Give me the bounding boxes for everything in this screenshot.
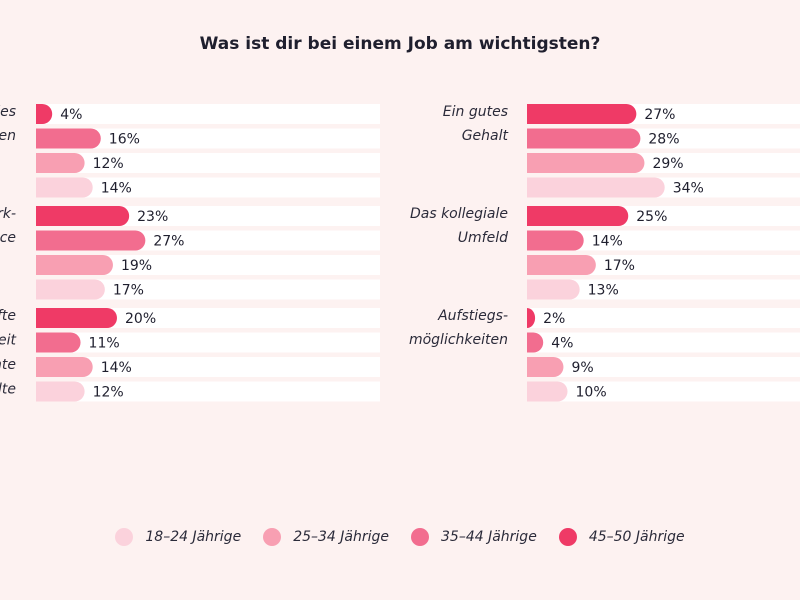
group-1-value-35-44: 16% — [109, 132, 140, 148]
group-1-bar-25-34 — [36, 153, 85, 173]
legend-swatch-25-34 — [263, 528, 282, 546]
group-5-bar-45-50 — [527, 206, 629, 226]
group-6-track-18-24 — [527, 381, 800, 402]
group-4-bar-35-44 — [527, 128, 641, 149]
group-2-value-25-34: 19% — [121, 258, 152, 274]
group-6-value-25-34: 9% — [571, 360, 593, 376]
group-2-value-45-50: 23% — [137, 209, 168, 225]
group-3-label-line-2: eit — [0, 333, 17, 349]
group-2-value-18-24: 17% — [113, 283, 144, 299]
group-3-track-25-34 — [36, 357, 380, 377]
group-5-value-18-24: 13% — [588, 283, 619, 299]
group-1-label-line-1: des — [0, 104, 16, 120]
chart-title: Was ist dir bei einem Job am wichtigsten… — [199, 34, 601, 54]
group-2-track-25-34 — [36, 255, 380, 275]
group-5-label-line-1: Das kollegiale — [410, 206, 508, 222]
group-3-value-35-44: 11% — [89, 336, 120, 352]
group-1-track-45-50 — [36, 104, 380, 124]
group-6-label-line-2: möglichkeiten — [409, 332, 508, 348]
group-3-bar-25-34 — [36, 357, 93, 377]
legend-swatch-35-44 — [411, 528, 429, 546]
group-5-bar-25-34 — [527, 255, 596, 275]
group-4-value-35-44: 28% — [648, 132, 679, 148]
group-2-value-35-44: 27% — [153, 234, 184, 250]
legend-swatch-18-24 — [115, 528, 134, 546]
group-6-bar-35-44 — [527, 332, 544, 353]
group-1-value-18-24: 14% — [101, 181, 132, 197]
group-5-value-25-34: 17% — [604, 258, 635, 274]
group-2-bar-45-50 — [36, 206, 130, 226]
group-1-bar-45-50 — [36, 104, 53, 124]
group-4-bar-45-50 — [527, 104, 637, 124]
group-6-bar-18-24 — [527, 381, 568, 402]
group-3-bar-18-24 — [36, 381, 85, 402]
group-6-label-line-1: Aufstiegs- — [437, 308, 508, 324]
group-1-track-18-24 — [36, 177, 380, 198]
group-1-track-25-34 — [36, 153, 380, 173]
group-1-bar-18-24 — [36, 177, 93, 198]
legend-item-45-50: 45–50 Jährige — [558, 528, 685, 546]
group-3-value-18-24: 12% — [93, 385, 124, 401]
group-3-value-45-50: 20% — [125, 311, 156, 327]
group-6-value-45-50: 2% — [543, 311, 565, 327]
group-4-bar-25-34 — [527, 153, 645, 173]
group-1-value-45-50: 4% — [60, 107, 82, 123]
group-3-bar-35-44 — [36, 332, 81, 353]
group-1-label-line-2: en — [0, 128, 16, 144]
group-3-bar-45-50 — [36, 308, 117, 328]
group-1-value-25-34: 12% — [93, 156, 124, 172]
group-3-value-25-34: 14% — [101, 360, 132, 376]
group-3-label-line-4: lte — [0, 382, 16, 398]
group-6-track-45-50 — [527, 308, 800, 328]
group-3-track-35-44 — [36, 332, 380, 353]
group-3-track-45-50 — [36, 308, 380, 328]
group-4-value-25-34: 29% — [652, 156, 683, 172]
legend-label-25-34: 25–34 Jährige — [293, 529, 389, 545]
group-5-track-35-44 — [527, 230, 800, 251]
group-6-value-18-24: 10% — [576, 385, 607, 401]
group-4-value-45-50: 27% — [644, 107, 675, 123]
group-4-value-18-24: 34% — [673, 181, 704, 197]
group-1-bar-35-44 — [36, 128, 101, 149]
bar-chart: desen4%16%12%14%rk-ce23%27%19%17%fteeitn… — [0, 104, 800, 402]
group-2-bar-35-44 — [36, 230, 146, 251]
group-2-bar-25-34 — [36, 255, 113, 275]
legend-item-35-44: 35–44 Jährige — [411, 528, 537, 546]
group-3-track-18-24 — [36, 381, 380, 402]
group-4-label-line-2: Gehalt — [462, 128, 509, 144]
group-5-value-35-44: 14% — [592, 234, 623, 250]
legend-swatch-45-50 — [558, 528, 577, 546]
legend-item-18-24: 18–24 Jährige — [115, 528, 241, 546]
group-6-track-25-34 — [527, 357, 800, 377]
group-5-track-25-34 — [527, 255, 800, 275]
legend-item-25-34: 25–34 Jährige — [263, 528, 389, 546]
group-2-label-line-1: rk- — [0, 206, 16, 222]
group-4-bar-18-24 — [527, 177, 665, 198]
group-6-value-35-44: 4% — [551, 336, 573, 352]
group-5-track-18-24 — [527, 279, 800, 300]
group-2-label-line-2: ce — [0, 230, 16, 246]
group-4-label-line-1: Ein gutes — [443, 104, 508, 120]
legend-label-18-24: 18–24 Jährige — [145, 529, 242, 545]
group-5-value-45-50: 25% — [636, 209, 667, 225]
group-5-bar-35-44 — [527, 230, 584, 251]
group-6-bar-45-50 — [527, 308, 536, 328]
legend-label-45-50: 45–50 Jährige — [588, 529, 685, 545]
group-2-bar-18-24 — [36, 279, 105, 300]
group-2-track-18-24 — [36, 279, 380, 300]
group-5-bar-18-24 — [527, 279, 580, 300]
group-6-bar-25-34 — [527, 357, 564, 377]
legend: 18–24 Jährige 25–34 Jährige 35–44 Jährig… — [0, 528, 800, 546]
group-1-track-35-44 — [36, 128, 380, 149]
group-3-label-line-1: fte — [0, 308, 16, 324]
legend-label-35-44: 35–44 Jährige — [441, 529, 537, 545]
group-3-label-line-3: nte — [0, 357, 16, 373]
group-6-track-35-44 — [527, 332, 800, 353]
group-5-label-line-2: Umfeld — [458, 230, 508, 246]
